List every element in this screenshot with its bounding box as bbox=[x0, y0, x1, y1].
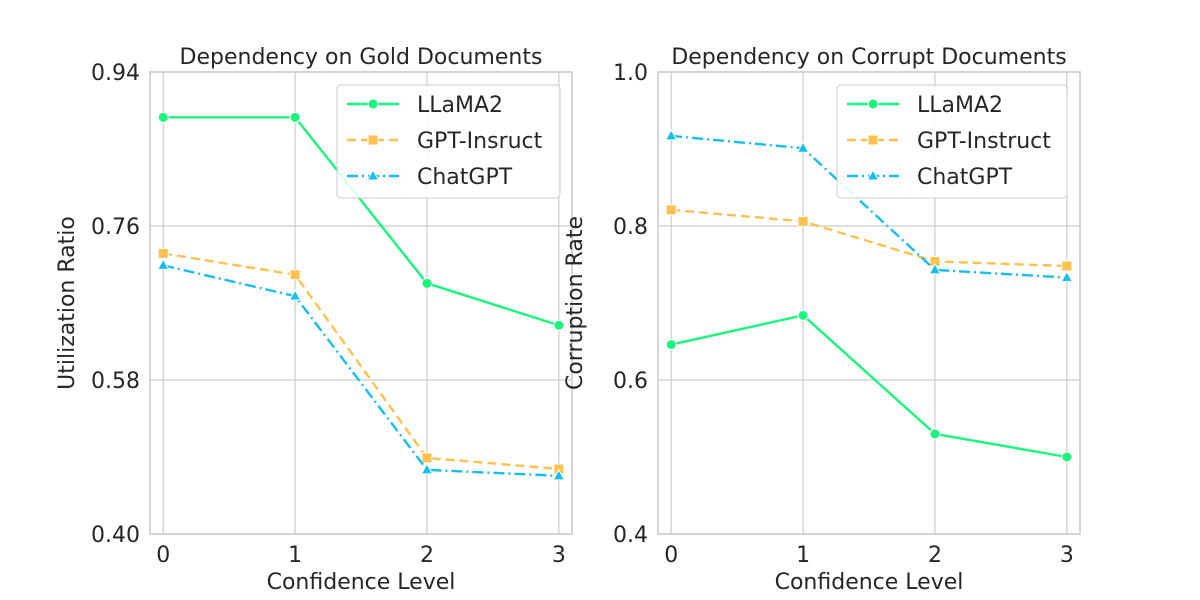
x-axis-label: Confidence Level bbox=[267, 570, 456, 595]
data-point bbox=[289, 269, 301, 281]
data-point bbox=[1060, 270, 1074, 283]
legend-marker bbox=[867, 134, 879, 146]
legend-marker bbox=[866, 168, 880, 181]
data-point bbox=[553, 319, 565, 331]
data-point bbox=[929, 428, 941, 440]
y-tick-label: 0.4 bbox=[613, 523, 648, 548]
x-tick-label: 0 bbox=[156, 543, 170, 568]
data-point bbox=[156, 258, 170, 270]
x-tick-label: 3 bbox=[1060, 543, 1074, 568]
data-point bbox=[289, 111, 301, 123]
legend-label: GPT-Insruct bbox=[417, 129, 543, 154]
series-line bbox=[162, 252, 559, 471]
legend-box bbox=[336, 84, 561, 199]
data-point bbox=[288, 289, 302, 301]
plot-frame bbox=[657, 71, 1081, 535]
legend-label: ChatGPT bbox=[417, 165, 513, 190]
x-tick-label: 2 bbox=[420, 543, 434, 568]
legend-label: ChatGPT bbox=[917, 165, 1013, 190]
data-point bbox=[797, 215, 809, 227]
y-tick-label: 0.94 bbox=[91, 61, 140, 86]
y-tick-label: 0.8 bbox=[613, 215, 648, 240]
x-tick-label: 1 bbox=[796, 543, 810, 568]
legend-label: LLaMA2 bbox=[417, 93, 503, 118]
series-line bbox=[671, 134, 1067, 279]
series-llama2 bbox=[157, 111, 565, 331]
legend-marker bbox=[367, 98, 379, 110]
data-point bbox=[664, 128, 678, 141]
y-tick-label: 0.76 bbox=[91, 215, 140, 240]
data-point bbox=[421, 277, 433, 289]
legend-box bbox=[836, 84, 1068, 199]
data-point bbox=[552, 468, 566, 481]
x-tick-label: 3 bbox=[552, 543, 566, 568]
y-tick-label: 0.40 bbox=[91, 523, 140, 548]
data-point bbox=[421, 452, 433, 464]
data-point bbox=[1061, 260, 1073, 272]
data-point bbox=[796, 141, 810, 153]
y-tick-label: 0.58 bbox=[91, 369, 140, 394]
series-line bbox=[671, 208, 1067, 268]
series-line bbox=[162, 264, 559, 478]
series-gpt_instruct bbox=[665, 204, 1073, 272]
plot-frame bbox=[149, 71, 573, 535]
chart-title: Dependency on Corrupt Documents bbox=[671, 45, 1066, 70]
legend-marker bbox=[366, 168, 380, 181]
data-point bbox=[420, 462, 434, 475]
legend-label: GPT-Instruct bbox=[917, 129, 1051, 154]
x-tick-label: 0 bbox=[664, 543, 678, 568]
chart-gold-documents: Dependency on Gold Documents Confidence … bbox=[55, 45, 573, 595]
chart-corrupt-documents: Dependency on Corrupt Documents Confiden… bbox=[563, 45, 1081, 595]
series-chatgpt bbox=[664, 128, 1074, 283]
series-line bbox=[163, 116, 560, 327]
legend-marker bbox=[867, 98, 879, 110]
chart-title: Dependency on Gold Documents bbox=[180, 45, 543, 70]
series-line bbox=[670, 314, 1068, 459]
y-tick-label: 0.6 bbox=[613, 369, 648, 394]
y-axis-label: Corruption Rate bbox=[563, 216, 588, 390]
data-point bbox=[157, 111, 169, 123]
series-llama2 bbox=[665, 309, 1073, 463]
data-point bbox=[665, 339, 677, 351]
y-axis-label: Utilization Ratio bbox=[55, 216, 80, 390]
x-tick-label: 2 bbox=[928, 543, 942, 568]
series-gpt_instruct bbox=[157, 247, 565, 475]
data-point bbox=[797, 309, 809, 321]
legend-marker bbox=[367, 134, 379, 146]
legend-label: LLaMA2 bbox=[917, 93, 1003, 118]
y-tick-label: 1.0 bbox=[613, 61, 648, 86]
data-point bbox=[928, 262, 942, 275]
data-point bbox=[665, 204, 677, 216]
legend: LLaMA2 GPT-Insruct ChatGPT bbox=[336, 84, 561, 199]
data-point bbox=[157, 247, 169, 259]
x-axis-label: Confidence Level bbox=[775, 570, 964, 595]
data-point bbox=[1061, 451, 1073, 463]
legend: LLaMA2 GPT-Instruct ChatGPT bbox=[836, 84, 1068, 199]
series-chatgpt bbox=[156, 258, 566, 481]
x-tick-label: 1 bbox=[288, 543, 302, 568]
